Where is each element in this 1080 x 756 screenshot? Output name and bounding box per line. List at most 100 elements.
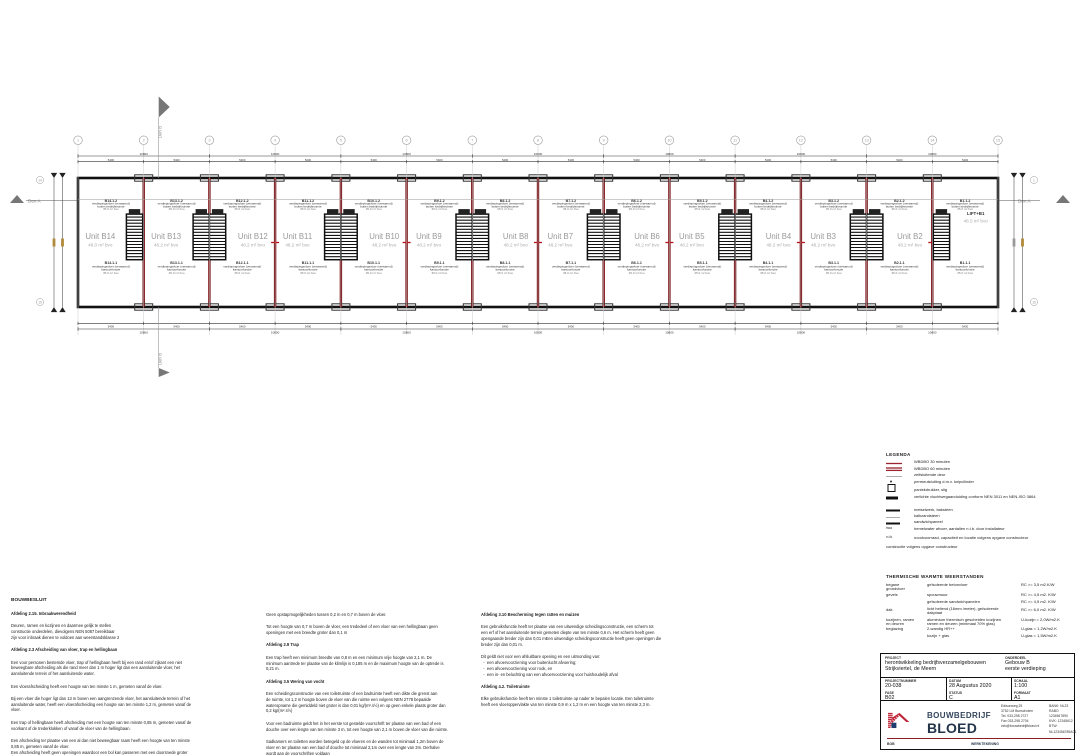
svg-text:10800: 10800 <box>534 152 543 156</box>
svg-text:Unit B7: Unit B7 <box>548 232 574 241</box>
svg-text:35.0 m² bvo: 35.0 m² bvo <box>760 207 776 211</box>
svg-text:48.2 m² bvo: 48.2 m² bvo <box>635 242 660 247</box>
svg-text:5400: 5400 <box>568 158 575 162</box>
svg-text:35.0 m² bvo: 35.0 m² bvo <box>629 207 645 211</box>
svg-text:Unit B10: Unit B10 <box>369 232 400 241</box>
svg-text:35.0 m² bvo: 35.0 m² bvo <box>957 271 973 275</box>
svg-text:48.2 m² bvo: 48.2 m² bvo <box>285 242 310 247</box>
svg-text:10800: 10800 <box>665 331 674 335</box>
svg-text:35.0 m² bvo: 35.0 m² bvo <box>497 271 513 275</box>
svg-text:5400: 5400 <box>173 158 180 162</box>
svg-text:13: 13 <box>864 139 868 143</box>
svg-text:48.2 m² bvo: 48.2 m² bvo <box>417 242 442 247</box>
svg-text:5400: 5400 <box>896 324 903 328</box>
svg-text:10800: 10800 <box>140 152 149 156</box>
svg-text:35.0 m² bvo: 35.0 m² bvo <box>694 207 710 211</box>
svg-text:11: 11 <box>733 139 737 143</box>
svg-text:48.2 m² bvo: 48.2 m² bvo <box>680 242 705 247</box>
svg-text:5400: 5400 <box>962 324 969 328</box>
svg-text:1: 1 <box>77 139 79 143</box>
svg-text:5400: 5400 <box>239 158 246 162</box>
svg-text:5400: 5400 <box>436 324 443 328</box>
svg-text:5400: 5400 <box>502 324 509 328</box>
svg-text:5400: 5400 <box>371 324 378 328</box>
svg-text:2: 2 <box>143 139 145 143</box>
svg-text:14: 14 <box>38 178 42 182</box>
svg-text:35.0 m² bvo: 35.0 m² bvo <box>431 207 447 211</box>
svg-text:35.0 m² bvo: 35.0 m² bvo <box>169 207 185 211</box>
svg-text:Den B: Den B <box>158 353 163 365</box>
svg-text:48.2 m² bvo: 48.2 m² bvo <box>241 242 266 247</box>
svg-text:35.0 m² bvo: 35.0 m² bvo <box>300 271 316 275</box>
svg-text:35.0 m² bvo: 35.0 m² bvo <box>103 207 119 211</box>
svg-text:7: 7 <box>471 139 473 143</box>
svg-text:5: 5 <box>340 139 342 143</box>
svg-text:10800: 10800 <box>797 331 806 335</box>
svg-text:48.2 m² bvo: 48.2 m² bvo <box>766 242 791 247</box>
svg-text:48.2 m² bvo: 48.2 m² bvo <box>548 242 573 247</box>
svg-text:5400: 5400 <box>305 158 312 162</box>
svg-text:48.2 m² bvo: 48.2 m² bvo <box>898 242 923 247</box>
svg-text:10: 10 <box>667 139 671 143</box>
svg-text:5400: 5400 <box>108 158 115 162</box>
svg-text:10800: 10800 <box>797 152 806 156</box>
svg-text:Den A: Den A <box>1018 199 1031 204</box>
svg-text:35.0 m² bvo: 35.0 m² bvo <box>300 207 316 211</box>
svg-text:48.2 m² bvo: 48.2 m² bvo <box>154 242 179 247</box>
svg-text:15: 15 <box>996 139 1000 143</box>
svg-text:Unit B13: Unit B13 <box>151 232 181 241</box>
svg-text:Unit B2: Unit B2 <box>897 232 923 241</box>
svg-text:35.0 m² bvo: 35.0 m² bvo <box>760 271 776 275</box>
svg-text:35.0 m² bvo: 35.0 m² bvo <box>826 271 842 275</box>
svg-text:5400: 5400 <box>436 158 443 162</box>
svg-text:5400: 5400 <box>568 324 575 328</box>
svg-text:48.0 m² bvo: 48.0 m² bvo <box>88 242 113 247</box>
svg-text:48.5 m² bvo: 48.5 m² bvo <box>964 219 989 224</box>
svg-text:12: 12 <box>799 139 803 143</box>
svg-text:5400: 5400 <box>633 324 640 328</box>
svg-text:35.0 m² bvo: 35.0 m² bvo <box>694 271 710 275</box>
svg-text:15: 15 <box>38 300 42 304</box>
svg-text:48.2 m² bvo: 48.2 m² bvo <box>372 242 397 247</box>
svg-text:5400: 5400 <box>765 158 772 162</box>
svg-text:5400: 5400 <box>699 158 706 162</box>
svg-text:35.0 m² bvo: 35.0 m² bvo <box>431 271 447 275</box>
svg-text:5400: 5400 <box>896 158 903 162</box>
svg-text:16: 16 <box>1032 300 1036 304</box>
svg-text:10800: 10800 <box>402 331 411 335</box>
svg-text:10800: 10800 <box>665 152 674 156</box>
svg-text:35.0 m² bvo: 35.0 m² bvo <box>169 271 185 275</box>
svg-text:10800: 10800 <box>402 152 411 156</box>
svg-text:Den A: Den A <box>28 199 41 204</box>
svg-text:5400: 5400 <box>173 324 180 328</box>
svg-text:10800: 10800 <box>271 331 280 335</box>
svg-text:35.0 m² bvo: 35.0 m² bvo <box>563 207 579 211</box>
svg-text:35.0 m² bvo: 35.0 m² bvo <box>891 207 907 211</box>
svg-text:Unit B9: Unit B9 <box>416 232 442 241</box>
svg-text:6: 6 <box>406 139 408 143</box>
svg-text:3: 3 <box>208 139 210 143</box>
svg-text:10800: 10800 <box>928 331 937 335</box>
svg-text:35.0 m² bvo: 35.0 m² bvo <box>366 271 382 275</box>
svg-text:35.0 m² bvo: 35.0 m² bvo <box>497 207 513 211</box>
svg-text:5400: 5400 <box>502 158 509 162</box>
svg-text:48.2 m² bvo: 48.2 m² bvo <box>811 242 836 247</box>
svg-text:5400: 5400 <box>239 324 246 328</box>
svg-text:Unit B14: Unit B14 <box>85 232 116 241</box>
svg-text:35.0 m² bvo: 35.0 m² bvo <box>891 271 907 275</box>
svg-text:5400: 5400 <box>831 158 838 162</box>
svg-text:10800: 10800 <box>140 331 149 335</box>
svg-text:10800: 10800 <box>271 152 280 156</box>
svg-text:Unit B8: Unit B8 <box>503 232 529 241</box>
svg-text:5400: 5400 <box>765 324 772 328</box>
svg-text:14: 14 <box>930 139 934 143</box>
svg-text:Unit B12: Unit B12 <box>238 232 268 241</box>
svg-text:8: 8 <box>537 139 539 143</box>
svg-text:5400: 5400 <box>633 158 640 162</box>
svg-text:35.0 m² bvo: 35.0 m² bvo <box>629 271 645 275</box>
svg-text:10800: 10800 <box>928 152 937 156</box>
svg-text:Den B: Den B <box>158 126 163 138</box>
svg-text:35.0 m² bvo: 35.0 m² bvo <box>826 207 842 211</box>
svg-text:5400: 5400 <box>699 324 706 328</box>
svg-text:Unit B4: Unit B4 <box>766 232 792 241</box>
